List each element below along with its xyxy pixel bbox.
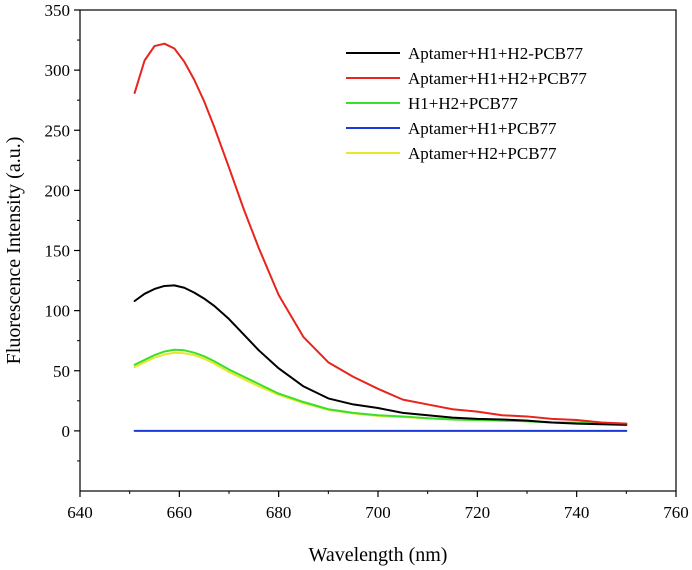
x-tick-label: 640	[67, 503, 93, 522]
y-tick-label: 300	[45, 61, 71, 80]
series-line-2	[133, 42, 628, 425]
legend-label-1: Aptamer+H1+H2-PCB77	[408, 44, 583, 63]
legend-label-5: Aptamer+H2+PCB77	[408, 144, 557, 163]
legend-label-2: Aptamer+H1+H2+PCB77	[408, 69, 587, 88]
x-tick-label: 680	[266, 503, 292, 522]
ticks: 640 660 680 700 720 740 760 0 50 100 150 200 250 300 3…	[45, 1, 689, 522]
x-tick-label: 760	[663, 503, 689, 522]
y-tick-label: 350	[45, 1, 71, 20]
x-tick-label: 660	[167, 503, 193, 522]
series-line-1	[133, 284, 628, 426]
x-axis-title: Wavelength (nm)	[309, 544, 448, 566]
y-tick-label: 0	[62, 422, 71, 441]
x-tick-label: 720	[465, 503, 491, 522]
legend-label-4: Aptamer+H1+PCB77	[408, 119, 557, 138]
y-tick-label: 200	[45, 181, 71, 200]
legend: Aptamer+H1+H2-PCB77 Aptamer+H1+H2+PCB77 H1…	[346, 44, 587, 163]
legend-label-3: H1+H2+PCB77	[408, 94, 518, 113]
y-tick-label: 50	[53, 362, 70, 381]
y-tick-label: 100	[45, 302, 71, 321]
x-tick-label: 740	[564, 503, 590, 522]
y-tick-label: 150	[45, 242, 71, 261]
x-tick-label: 700	[365, 503, 391, 522]
y-axis-title: Fluorescence Intensity (a.u.)	[3, 137, 25, 365]
series-lines	[133, 42, 628, 432]
y-tick-label: 250	[45, 121, 71, 140]
